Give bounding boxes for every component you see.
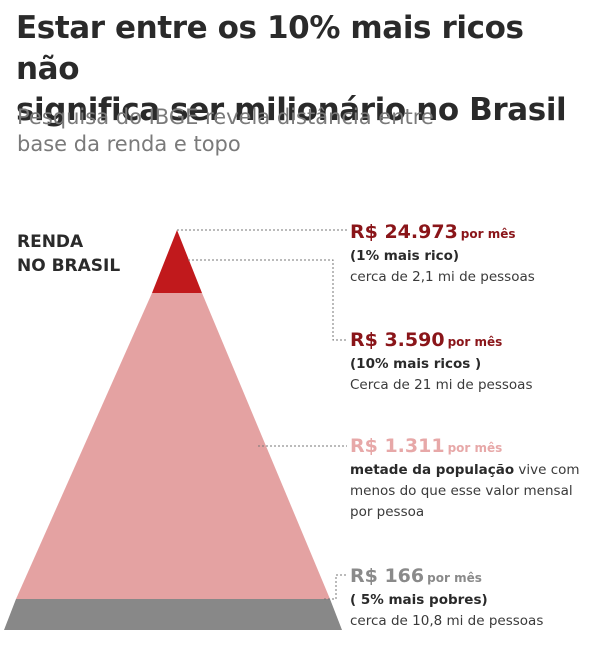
tier-bottom5-value: R$ 166 bbox=[350, 565, 425, 587]
pyramid-base-band bbox=[4, 599, 342, 630]
tier-bottom5-per: por mês bbox=[427, 571, 482, 585]
tier-bottom5-group: ( 5% mais pobres) bbox=[350, 592, 488, 608]
tier-top1-note: cerca de 2,1 mi de pessoas bbox=[350, 269, 535, 285]
tier-top1: R$ 24.973 por mês (1% mais rico) cerca de… bbox=[350, 220, 595, 288]
tier-median-strong: metade da população bbox=[350, 462, 515, 478]
tier-bottom5: R$ 166 por mês ( 5% mais pobres) cerca de… bbox=[350, 564, 595, 632]
connector-top10 bbox=[188, 259, 347, 341]
income-label: RENDA NO BRASIL bbox=[17, 232, 121, 276]
tier-median-amount: R$ 1.311 por mês bbox=[350, 434, 582, 460]
tier-median-note: vive com menos do que esse valor mensal … bbox=[350, 462, 580, 520]
tier-top1-value: R$ 24.973 bbox=[350, 221, 458, 243]
tier-top10: R$ 3.590 por mês (10% mais ricos ) Cerca … bbox=[350, 328, 595, 396]
tier-bottom5-note: cerca de 10,8 mi de pessoas bbox=[350, 613, 544, 629]
tier-top1-per: por mês bbox=[460, 227, 516, 241]
tier-top10-per: por mês bbox=[447, 335, 503, 349]
tier-top10-amount: R$ 3.590 por mês bbox=[350, 328, 595, 354]
tier-top1-group: (1% mais rico) bbox=[350, 248, 460, 264]
tier-median-per: por mês bbox=[447, 441, 503, 455]
tier-top10-note: Cerca de 21 mi de pessoas bbox=[350, 377, 533, 393]
pyramid-top-band bbox=[152, 230, 202, 293]
tier-median-description: metade da população vive com menos do qu… bbox=[350, 460, 582, 523]
tier-top10-group: (10% mais ricos ) bbox=[350, 356, 482, 372]
tier-top1-amount: R$ 24.973 por mês bbox=[350, 220, 595, 246]
headline: Estar entre os 10% mais ricos não signif… bbox=[16, 10, 567, 128]
connector-bottom5 bbox=[324, 574, 347, 600]
tier-median-value: R$ 1.311 bbox=[350, 435, 445, 457]
tier-bottom5-amount: R$ 166 por mês bbox=[350, 564, 595, 590]
tier-top10-value: R$ 3.590 bbox=[350, 329, 445, 351]
subheadline: Pesquisa do IBGE revela distância entre … bbox=[17, 105, 434, 156]
tier-median: R$ 1.311 por mês metade da população vive… bbox=[350, 434, 582, 523]
pyramid-middle-band bbox=[16, 293, 330, 599]
